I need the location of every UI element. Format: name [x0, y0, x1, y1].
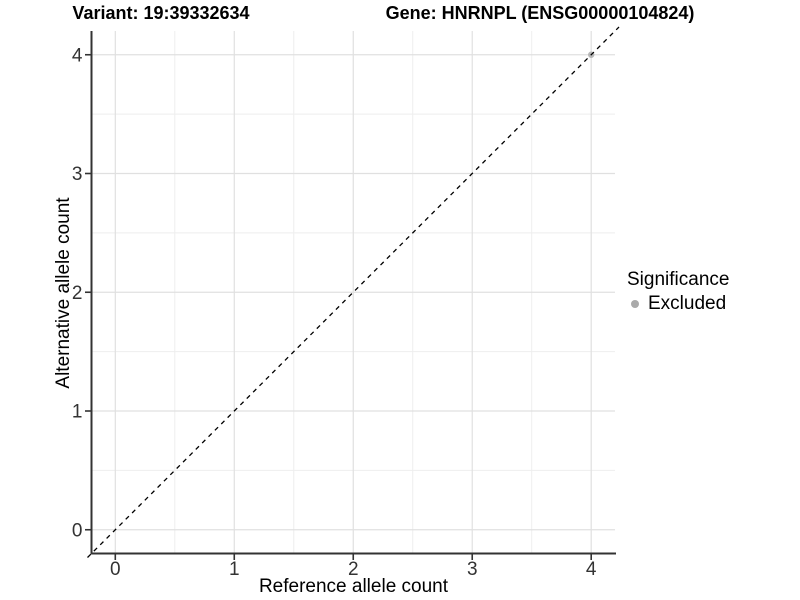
gene-title: Gene: HNRNPL (ENSG00000104824)	[385, 3, 695, 23]
y-tick-label: 1	[72, 402, 83, 423]
x-tick-label: 0	[110, 559, 121, 580]
x-tick-label: 2	[348, 559, 359, 580]
x-tick-label: 3	[467, 559, 478, 580]
y-tick-label: 4	[72, 45, 83, 66]
y-tick-label: 0	[72, 520, 83, 541]
y-axis-title: Alternative allele count	[53, 197, 74, 389]
legend-item-label: Excluded	[648, 293, 727, 314]
y-tick-label: 3	[72, 164, 83, 185]
legend-title: Significance	[627, 269, 730, 290]
x-tick-label: 1	[229, 559, 240, 580]
y-tick-label: 2	[72, 283, 83, 304]
legend: Significance Excluded	[627, 268, 729, 315]
variant-title: Variant: 19:39332634	[72, 3, 250, 23]
x-axis-title: Reference allele count	[258, 576, 449, 597]
excluded-point-icon	[631, 300, 639, 308]
x-tick-label: 4	[586, 559, 597, 580]
legend-item-excluded: Excluded	[627, 293, 729, 315]
